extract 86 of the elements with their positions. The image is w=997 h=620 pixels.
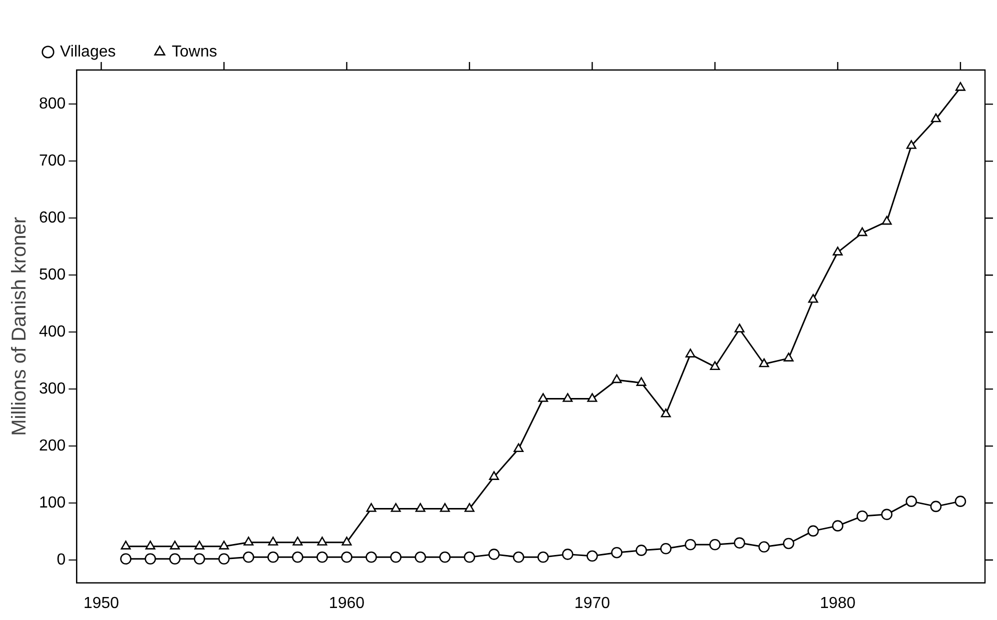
point xyxy=(342,536,352,546)
point xyxy=(537,552,549,563)
point xyxy=(882,216,892,225)
y-tick-label: 300 xyxy=(38,380,66,398)
point xyxy=(930,113,941,122)
point xyxy=(587,393,598,402)
point xyxy=(267,552,279,563)
point xyxy=(784,352,794,362)
point xyxy=(341,552,352,563)
point xyxy=(489,471,500,480)
legend-label: Towns xyxy=(172,43,218,60)
y-tick-label: 500 xyxy=(38,266,66,284)
point xyxy=(758,541,770,553)
legend-label: Villages xyxy=(60,43,116,60)
point xyxy=(366,503,376,512)
point xyxy=(440,503,450,512)
point xyxy=(856,510,868,522)
y-tick-label: 200 xyxy=(38,437,66,454)
point xyxy=(611,546,622,558)
point xyxy=(242,552,254,563)
point xyxy=(586,550,598,562)
point xyxy=(636,377,646,386)
point xyxy=(709,538,721,550)
point xyxy=(710,361,720,370)
point xyxy=(685,348,696,358)
point xyxy=(120,540,131,550)
point xyxy=(464,552,476,563)
point xyxy=(538,393,548,402)
point xyxy=(562,548,574,560)
point xyxy=(512,552,524,563)
point xyxy=(120,553,132,565)
point xyxy=(317,536,328,546)
point xyxy=(268,536,278,546)
point xyxy=(464,503,474,512)
point xyxy=(612,374,622,384)
y-axis-title: Millions of Danish kroner xyxy=(8,216,31,436)
point xyxy=(808,525,819,537)
y-tick-label: 100 xyxy=(38,494,66,512)
point xyxy=(954,496,966,507)
y-tick-label: 800 xyxy=(38,96,66,113)
point xyxy=(145,540,156,550)
point xyxy=(144,553,156,565)
point xyxy=(194,553,206,565)
point xyxy=(514,443,524,452)
y-tick-label: 0 xyxy=(56,551,66,568)
point xyxy=(366,552,377,563)
point xyxy=(169,553,181,565)
point xyxy=(857,227,868,236)
point xyxy=(930,500,942,512)
y-tick-label: 600 xyxy=(38,210,66,227)
x-tick-label: 1980 xyxy=(820,594,856,612)
point xyxy=(170,540,180,550)
point xyxy=(955,82,966,91)
point xyxy=(390,552,402,563)
point xyxy=(488,548,500,560)
point xyxy=(684,538,696,550)
x-tick-label: 1950 xyxy=(83,594,120,612)
point xyxy=(292,536,303,546)
point xyxy=(390,503,401,512)
point xyxy=(881,508,892,520)
point xyxy=(808,294,818,303)
point xyxy=(218,553,230,565)
point xyxy=(759,358,770,368)
point xyxy=(439,552,451,563)
point xyxy=(414,552,426,563)
point xyxy=(219,540,229,550)
point xyxy=(734,324,744,332)
point xyxy=(562,393,573,402)
point xyxy=(660,542,672,554)
point xyxy=(734,537,746,549)
point xyxy=(660,408,671,418)
point xyxy=(292,552,304,563)
y-tick-label: 400 xyxy=(38,324,66,341)
point xyxy=(316,552,328,563)
point xyxy=(782,538,794,550)
point xyxy=(832,246,843,256)
point xyxy=(636,544,647,556)
point xyxy=(415,503,426,512)
x-tick-label: 1960 xyxy=(328,594,365,612)
point xyxy=(832,520,844,532)
point xyxy=(906,496,918,507)
point xyxy=(194,540,204,550)
point xyxy=(906,140,916,149)
point xyxy=(244,536,254,546)
x-tick-label: 1970 xyxy=(574,594,610,612)
y-tick-label: 700 xyxy=(38,152,66,170)
